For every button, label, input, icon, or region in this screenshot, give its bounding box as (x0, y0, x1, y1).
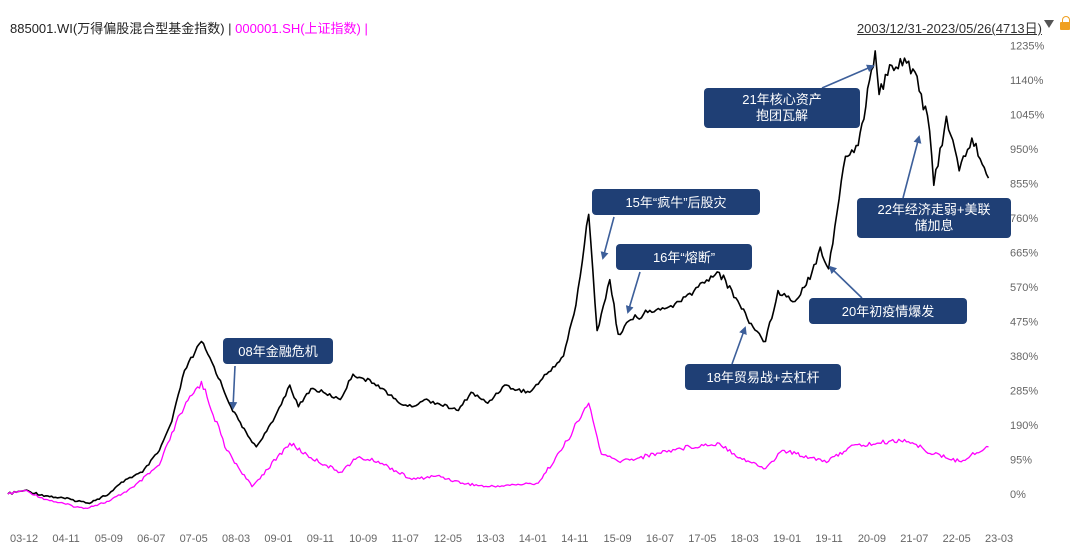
annotation-box (704, 88, 860, 128)
annotation-box (857, 198, 1011, 238)
y-tick-label: 95% (1010, 455, 1032, 467)
y-tick-label: 1045% (1010, 110, 1044, 122)
x-tick-label: 06-07 (137, 533, 165, 545)
y-tick-label: 950% (1010, 144, 1038, 156)
y-tick-label: 855% (1010, 179, 1038, 191)
annotation-label: 22年经济走弱+美联 (877, 202, 990, 217)
x-tick-label: 07-05 (180, 533, 208, 545)
annotation-arrow (600, 216, 615, 260)
legend-suffix: | (360, 21, 368, 36)
y-tick-label: 1235% (1010, 41, 1044, 53)
annotation-label: 15年“疯牛”后股灾 (625, 195, 726, 210)
annotations: 08年金融危机 15年“疯牛”后股灾 16年“熔断” 18年贸易战+去杠杆 20年初疫情… (223, 64, 1011, 410)
annotation-arrow (229, 365, 238, 410)
y-tick-label: 0% (1010, 489, 1026, 501)
annotation-box (809, 298, 967, 324)
x-tick-label: 09-11 (307, 533, 334, 545)
y-tick-label: 665% (1010, 248, 1038, 260)
annotation-label: 16年“熔断” (653, 250, 715, 265)
annotation-label: 18年贸易战+去杠杆 (706, 370, 819, 385)
legend-series-shanghai-index[interactable]: 000001.SH(上证指数) (235, 21, 361, 36)
annotation-arrow (902, 135, 922, 199)
annotation-label: 抱团瓦解 (756, 108, 808, 123)
x-tick-label: 18-03 (731, 533, 759, 545)
series-line-shanghai-index (7, 380, 989, 510)
annotation-box (223, 338, 333, 364)
x-tick-label: 21-07 (900, 533, 928, 545)
x-tick-label: 10-09 (349, 533, 377, 545)
y-tick-label: 1140% (1010, 75, 1044, 87)
x-tick-label: 23-03 (985, 533, 1013, 545)
annotation-callout: 20年初疫情爆发 (809, 265, 967, 324)
date-range-selector[interactable]: 2003/12/31-2023/05/26(4713日) (856, 21, 1042, 36)
x-tick-label: 19-11 (815, 533, 842, 545)
series-legend: 885001.WI(万得偏股混合型基金指数) | 000001.SH(上证指数)… (10, 18, 368, 37)
y-tick-label: 760% (1010, 213, 1038, 225)
annotation-callout: 18年贸易战+去杠杆 (685, 326, 841, 390)
annotation-callout: 08年金融危机 (223, 338, 333, 410)
annotation-arrow (821, 64, 875, 89)
annotation-arrow (625, 271, 641, 314)
annotation-box (616, 244, 752, 270)
x-tick-label: 14-01 (519, 533, 547, 545)
annotation-callout: 15年“疯牛”后股灾 (592, 189, 760, 260)
plot-area (7, 50, 990, 510)
caret-down-icon[interactable] (1044, 20, 1054, 28)
y-tick-label: 380% (1010, 351, 1038, 363)
x-tick-label: 22-05 (943, 533, 971, 545)
x-tick-label: 11-07 (392, 533, 419, 545)
series-line-fund-index (7, 50, 990, 505)
x-axis: 03-12 04-11 05-09 06-07 07-05 08-03 09-01 09-11… (10, 533, 1013, 545)
x-tick-label: 05-09 (95, 533, 123, 545)
legend-separator: | (224, 21, 236, 36)
x-tick-label: 03-12 (10, 533, 38, 545)
line-chart: 0% 95% 190% 285% 380% 475% 570% 665% 760% 855% 950… (7, 41, 1044, 545)
y-axis: 0% 95% 190% 285% 380% 475% 570% 665% 760% 855% 950… (1010, 41, 1044, 502)
annotation-label: 21年核心资产 (742, 92, 821, 107)
annotation-callout: 16年“熔断” (616, 244, 752, 314)
y-tick-label: 475% (1010, 317, 1038, 329)
x-tick-label: 16-07 (646, 533, 674, 545)
y-tick-label: 285% (1010, 386, 1038, 398)
annotation-label: 08年金融危机 (238, 344, 317, 359)
x-tick-label: 09-01 (264, 533, 292, 545)
annotation-box (685, 364, 841, 390)
annotation-label: 20年初疫情爆发 (842, 304, 934, 319)
annotation-label: 储加息 (914, 218, 953, 233)
annotation-arrow (828, 265, 863, 299)
annotation-arrow (731, 326, 747, 365)
lock-icon[interactable] (1060, 16, 1070, 30)
y-tick-label: 570% (1010, 282, 1038, 294)
x-tick-label: 19-01 (773, 533, 801, 545)
y-tick-label: 190% (1010, 420, 1038, 432)
legend-series-fund-index[interactable]: 885001.WI(万得偏股混合型基金指数) (10, 21, 225, 36)
x-tick-label: 14-11 (561, 533, 588, 545)
x-tick-label: 04-11 (52, 533, 79, 545)
x-tick-label: 15-09 (603, 533, 631, 545)
x-tick-label: 13-03 (476, 533, 504, 545)
x-tick-label: 17-05 (688, 533, 716, 545)
chart-header: 885001.WI(万得偏股混合型基金指数) | 000001.SH(上证指数)… (0, 0, 1080, 36)
x-tick-label: 12-05 (434, 533, 462, 545)
x-tick-label: 08-03 (222, 533, 250, 545)
x-tick-label: 20-09 (858, 533, 886, 545)
annotation-box (592, 189, 760, 215)
